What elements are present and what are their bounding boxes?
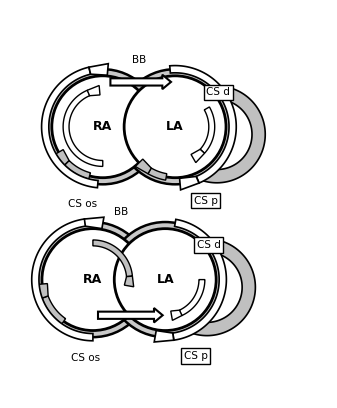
Polygon shape xyxy=(170,66,236,183)
Polygon shape xyxy=(148,168,167,180)
Text: RA: RA xyxy=(93,120,113,133)
Polygon shape xyxy=(93,240,132,277)
Polygon shape xyxy=(32,219,93,341)
Polygon shape xyxy=(200,107,215,153)
Text: CS d: CS d xyxy=(207,87,230,97)
Text: LA: LA xyxy=(156,273,174,286)
Polygon shape xyxy=(135,159,151,174)
Circle shape xyxy=(124,76,226,178)
Text: CS d: CS d xyxy=(196,240,220,250)
Polygon shape xyxy=(179,279,205,315)
Circle shape xyxy=(108,222,223,337)
Polygon shape xyxy=(42,296,66,324)
Circle shape xyxy=(118,69,233,184)
Text: RA: RA xyxy=(83,273,102,286)
Polygon shape xyxy=(41,67,98,188)
Polygon shape xyxy=(124,276,134,287)
Polygon shape xyxy=(54,150,69,165)
Text: BB: BB xyxy=(114,207,128,217)
Text: CS p: CS p xyxy=(194,195,218,206)
Polygon shape xyxy=(64,160,90,179)
Polygon shape xyxy=(154,330,174,342)
Polygon shape xyxy=(171,310,182,320)
Text: CS os: CS os xyxy=(68,199,97,209)
Text: LA: LA xyxy=(166,120,184,133)
Circle shape xyxy=(35,222,151,337)
Polygon shape xyxy=(168,86,265,183)
Circle shape xyxy=(52,76,154,178)
Circle shape xyxy=(114,228,216,330)
Polygon shape xyxy=(111,75,171,89)
Circle shape xyxy=(42,228,144,330)
Polygon shape xyxy=(173,220,226,340)
Text: CS p: CS p xyxy=(184,351,208,361)
Polygon shape xyxy=(87,86,100,96)
Polygon shape xyxy=(180,176,199,190)
Polygon shape xyxy=(84,217,104,228)
Polygon shape xyxy=(37,284,48,298)
Polygon shape xyxy=(191,149,205,163)
Circle shape xyxy=(45,69,160,184)
Polygon shape xyxy=(89,64,108,75)
Text: BB: BB xyxy=(132,55,146,64)
Polygon shape xyxy=(63,90,103,166)
Polygon shape xyxy=(159,239,255,336)
Polygon shape xyxy=(98,308,163,322)
Text: CS os: CS os xyxy=(71,353,100,364)
